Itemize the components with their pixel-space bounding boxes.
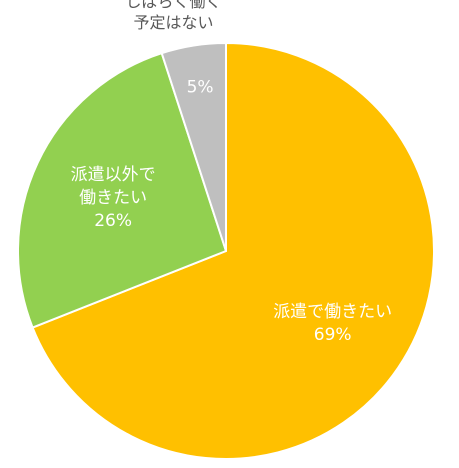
pie-slices [17,42,435,460]
slice-value-label-1: 26% [94,211,132,231]
slice-value-label-0: 69% [314,325,352,345]
slice-category-label-1: 派遣以外で [71,165,156,185]
pie-slice-1 [17,52,227,329]
slice-category-label-2: 予定はない [133,13,213,32]
slice-category-label-0: 派遣で働きたい [273,302,392,322]
slice-value-label-2: 5% [187,77,214,97]
pie-slice-2 [160,42,227,252]
slice-category-label-1: 働きたい [79,188,147,208]
pie-slice-0 [31,42,435,460]
slice-category-label-2: しばらく働く [125,0,221,11]
